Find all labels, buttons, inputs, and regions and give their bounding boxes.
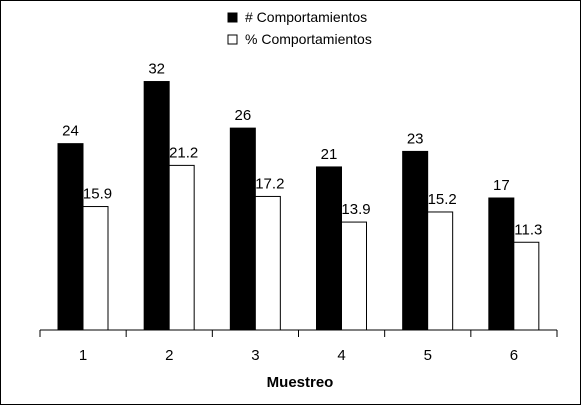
legend-label-count: # Comportamientos (245, 9, 367, 25)
data-label-percent-4: 13.9 (341, 201, 370, 218)
data-label-count-2: 32 (148, 61, 165, 78)
data-label-percent-5: 15.2 (428, 191, 457, 208)
bar-percent-2 (168, 164, 195, 331)
x-tick-label-5: 5 (424, 347, 432, 364)
bar-count-1 (57, 143, 84, 331)
bar-percent-3 (254, 195, 281, 331)
bar-count-6 (488, 197, 515, 331)
x-tick-label-2: 2 (165, 347, 173, 364)
bar-percent-6 (513, 241, 540, 331)
data-label-count-1: 24 (62, 123, 79, 140)
bar-count-2 (143, 81, 170, 331)
bar-percent-1 (82, 206, 109, 331)
x-axis: 1 2 3 4 5 6 (39, 329, 558, 364)
x-tick-label-3: 3 (251, 347, 259, 364)
data-label-percent-1: 15.9 (83, 186, 112, 203)
data-label-percent-6: 11.3 (514, 221, 542, 238)
data-label-percent-3: 17.2 (255, 175, 284, 192)
bar-count-5 (402, 150, 429, 331)
data-label-count-3: 26 (234, 107, 251, 124)
data-label-count-6: 17 (493, 177, 510, 194)
data-label-count-5: 23 (407, 130, 424, 147)
bars-group: 24 15.9 32 21.2 26 17.2 21 13.9 23 15.2 17 11.3 (57, 61, 542, 331)
x-tick-label-4: 4 (337, 347, 345, 364)
data-label-percent-2: 21.2 (169, 144, 198, 161)
x-tick-label-6: 6 (510, 347, 518, 364)
bar-count-3 (229, 127, 256, 331)
legend-label-percent: % Comportamientos (245, 31, 372, 47)
x-tick-label-1: 1 (79, 347, 87, 364)
x-axis-title: Muestreo (267, 374, 334, 391)
data-label-count-4: 21 (321, 146, 338, 163)
bar-percent-4 (341, 221, 367, 331)
legend-swatch-percent (227, 34, 238, 45)
bar-count-4 (316, 166, 342, 331)
legend: # Comportamientos % Comportamientos (227, 9, 372, 47)
bar-percent-5 (427, 211, 454, 331)
legend-swatch-count (227, 12, 238, 23)
